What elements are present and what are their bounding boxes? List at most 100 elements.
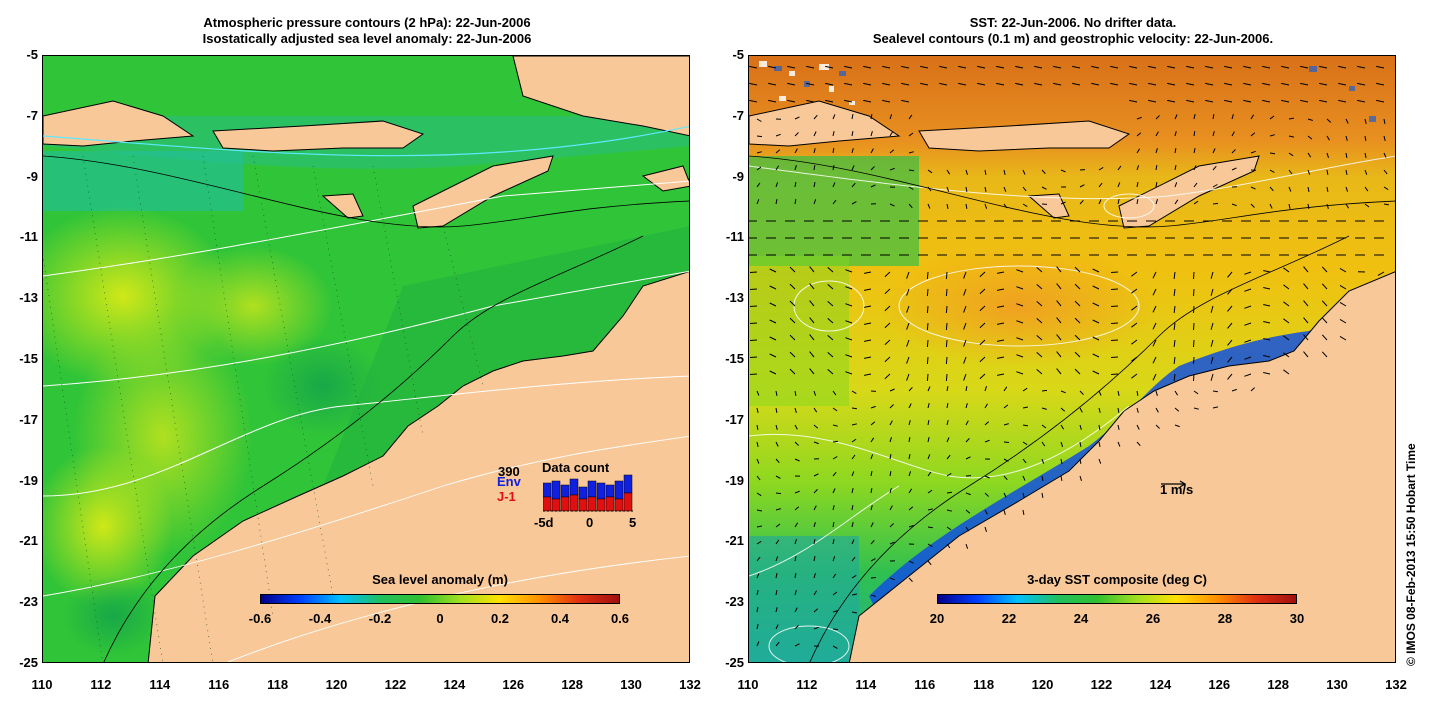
velocity-arrow: [1092, 302, 1100, 307]
velocity-arrow: [1136, 182, 1139, 188]
y-tick-label: -21: [19, 533, 38, 549]
velocity-arrow: [1244, 271, 1252, 275]
velocity-arrow: [809, 266, 815, 273]
velocity-arrow: [946, 386, 949, 392]
velocity-arrow: [864, 288, 872, 291]
velocity-arrow: [1022, 458, 1027, 464]
velocity-arrow: [1041, 424, 1047, 429]
inset-bar-j1: [543, 496, 552, 512]
y-tick-label: -9: [26, 168, 38, 184]
x-tick-label: 130: [620, 677, 642, 692]
velocity-arrow: [864, 271, 872, 274]
velocity-arrow: [1193, 288, 1195, 297]
velocity-arrow: [1250, 114, 1255, 120]
velocity-arrow: [1345, 203, 1350, 209]
x-tick-label: 118: [973, 677, 995, 692]
velocity-arrow: [1319, 99, 1328, 103]
velocity-arrow: [889, 149, 895, 154]
velocity-arrow: [927, 454, 931, 460]
velocity-arrow: [1016, 286, 1024, 290]
velocity-arrow: [1117, 390, 1120, 397]
velocity-arrow: [889, 114, 893, 120]
velocity-arrow: [756, 151, 762, 154]
velocity-arrow: [1155, 131, 1159, 137]
velocity-arrow: [946, 186, 950, 192]
velocity-arrow: [1016, 337, 1024, 341]
pressure-contour: [43, 375, 689, 497]
inset-bar-env: [614, 480, 624, 500]
velocity-arrow: [926, 288, 929, 297]
velocity-arrow: [851, 114, 854, 120]
left-colorbar-title: Sea level anomaly (m): [372, 572, 508, 587]
velocity-arrow: [882, 82, 891, 86]
velocity-arrow: [809, 283, 815, 290]
velocity-arrow: [756, 407, 759, 414]
velocity-arrow: [889, 131, 894, 137]
velocity-arrow: [1212, 165, 1217, 171]
velocity-arrow: [963, 305, 967, 313]
velocity-arrow: [756, 441, 759, 448]
velocity-arrow: [1210, 271, 1214, 279]
velocity-arrow: [1155, 390, 1158, 396]
velocity-arrow: [1174, 114, 1178, 120]
x-tick-label: 132: [1385, 677, 1407, 692]
velocity-arrow: [1152, 322, 1157, 330]
velocity-arrow: [946, 169, 951, 175]
inset-bar-chart: [543, 474, 635, 512]
velocity-arrow: [775, 182, 779, 188]
x-tick-label: 126: [502, 677, 525, 692]
velocity-arrow: [1155, 165, 1158, 171]
velocity-arrow: [1376, 82, 1385, 86]
velocity-arrow: [809, 351, 815, 358]
velocity-arrow: [1281, 99, 1290, 103]
velocity-arrow: [927, 508, 934, 511]
velocity-arrow: [794, 182, 797, 188]
velocity-arrow: [1022, 203, 1028, 208]
velocity-arrow: [756, 166, 762, 171]
velocity-arrow: [908, 506, 914, 511]
velocity-arrow: [1283, 335, 1290, 341]
velocity-arrow: [1307, 118, 1313, 121]
velocity-arrow: [1303, 351, 1309, 358]
velocity-arrow: [768, 65, 777, 69]
velocity-arrow: [787, 82, 796, 86]
velocity-arrow: [1053, 65, 1062, 69]
velocity-arrow: [996, 65, 1005, 69]
velocity-arrow: [1036, 301, 1043, 307]
velocity-arrow: [832, 573, 837, 579]
velocity-arrow: [1074, 368, 1081, 375]
velocity-arrow: [794, 165, 797, 171]
velocity-arrow: [1263, 287, 1271, 290]
x-tick-label: 124: [443, 677, 466, 692]
velocity-arrow: [965, 186, 968, 192]
velocity-arrow: [832, 424, 838, 427]
velocity-arrow: [813, 473, 819, 477]
velocity-arrow: [1110, 322, 1119, 324]
velocity-arrow: [1224, 99, 1233, 103]
y-tick-label: -17: [725, 411, 744, 427]
velocity-arrow: [1098, 424, 1101, 430]
x-tick-label: 122: [384, 677, 407, 692]
velocity-arrow: [1364, 135, 1367, 141]
velocity-arrow: [884, 271, 891, 278]
velocity-arrow: [1173, 271, 1176, 279]
velocity-arrow: [1174, 148, 1177, 154]
velocity-arrow: [1193, 356, 1195, 365]
velocity-arrow: [794, 539, 797, 545]
velocity-arrow: [1092, 319, 1100, 324]
velocity-arrow: [1022, 492, 1025, 499]
isobath-contour: [43, 155, 689, 228]
velocity-arrow: [1262, 99, 1271, 103]
velocity-arrow: [1364, 169, 1368, 175]
velocity-arrow: [794, 590, 797, 596]
velocity-arrow: [1152, 288, 1157, 296]
velocity-arrow: [1321, 300, 1328, 307]
left-title: Atmospheric pressure contours (2 hPa): 2…: [42, 15, 692, 47]
y-tick-label: -5: [26, 47, 38, 62]
velocity-arrow: [1041, 475, 1044, 481]
velocity-arrow: [1003, 169, 1006, 176]
left-title-line2: Isostatically adjusted sea level anomaly…: [202, 31, 532, 46]
velocity-arrow: [1300, 99, 1309, 103]
velocity-arrow: [1383, 203, 1389, 206]
inset-xtick-mid: 0: [586, 515, 594, 530]
